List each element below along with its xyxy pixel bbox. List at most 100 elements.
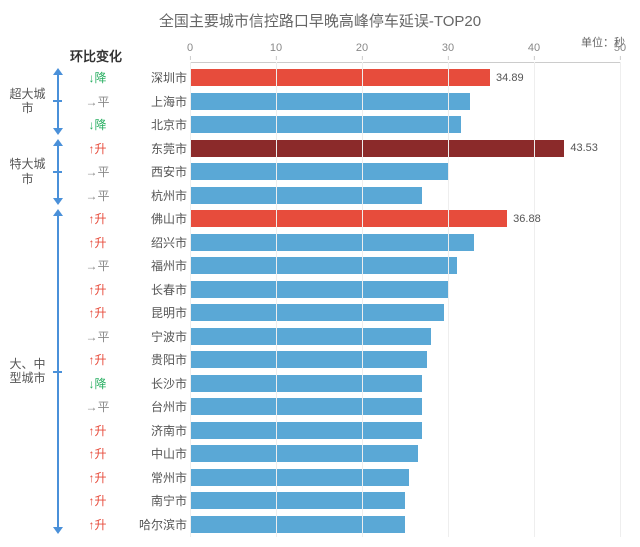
city-label: 佛山市 bbox=[135, 210, 187, 227]
bar bbox=[190, 210, 507, 227]
city-label: 深圳市 bbox=[135, 69, 187, 86]
change-indicator: →平 bbox=[70, 93, 125, 110]
bar bbox=[190, 187, 422, 204]
change-indicator: ↑升 bbox=[70, 140, 125, 157]
gridline bbox=[534, 62, 535, 537]
city-label: 杭州市 bbox=[135, 187, 187, 204]
change-indicator: ↑升 bbox=[70, 422, 125, 439]
table-row: →平福州市 bbox=[0, 254, 620, 278]
bar bbox=[190, 234, 474, 251]
gridline bbox=[448, 62, 449, 537]
table-row: →平西安市 bbox=[0, 160, 620, 184]
bar-area: ↓降深圳市34.89→平上海市↓降北京市↑升东莞市43.53→平西安市→平杭州市… bbox=[0, 66, 620, 537]
change-indicator: →平 bbox=[70, 187, 125, 204]
table-row: →平台州市 bbox=[0, 395, 620, 419]
bar bbox=[190, 304, 444, 321]
bar bbox=[190, 422, 422, 439]
city-label: 中山市 bbox=[135, 445, 187, 462]
change-indicator: ↑升 bbox=[70, 469, 125, 486]
table-row: ↓降长沙市 bbox=[0, 372, 620, 396]
bar bbox=[190, 69, 490, 86]
city-label: 哈尔滨市 bbox=[135, 516, 187, 533]
bar bbox=[190, 445, 418, 462]
change-indicator: ↑升 bbox=[70, 304, 125, 321]
x-tick: 0 bbox=[187, 42, 193, 54]
gridline bbox=[620, 62, 621, 537]
chart-container: 全国主要城市信控路口早晚高峰停车延误-TOP20 单位：秒 环比变化 01020… bbox=[0, 0, 640, 547]
bar bbox=[190, 328, 431, 345]
city-label: 长春市 bbox=[135, 281, 187, 298]
bar-value: 34.89 bbox=[496, 72, 524, 84]
bar bbox=[190, 163, 448, 180]
x-tick: 40 bbox=[528, 42, 540, 54]
bar-value: 43.53 bbox=[570, 142, 598, 154]
bar bbox=[190, 257, 457, 274]
change-indicator: ↑升 bbox=[70, 210, 125, 227]
city-label: 东莞市 bbox=[135, 140, 187, 157]
city-label: 福州市 bbox=[135, 257, 187, 274]
x-axis: 01020304050 bbox=[190, 42, 620, 63]
city-label: 昆明市 bbox=[135, 304, 187, 321]
city-label: 贵阳市 bbox=[135, 351, 187, 368]
change-indicator: ↑升 bbox=[70, 445, 125, 462]
group-bracket bbox=[50, 209, 65, 534]
change-indicator: →平 bbox=[70, 257, 125, 274]
x-tick: 30 bbox=[442, 42, 454, 54]
table-row: ↓降北京市 bbox=[0, 113, 620, 137]
x-tick: 20 bbox=[356, 42, 368, 54]
bar bbox=[190, 516, 405, 533]
group-bracket bbox=[50, 68, 65, 135]
table-row: ↑升佛山市 36.88 bbox=[0, 207, 620, 231]
city-label: 长沙市 bbox=[135, 375, 187, 392]
table-row: ↑升昆明市 bbox=[0, 301, 620, 325]
bar bbox=[190, 351, 427, 368]
bar bbox=[190, 140, 564, 157]
city-label: 济南市 bbox=[135, 422, 187, 439]
group-label: 超大城市 bbox=[5, 87, 50, 116]
city-label: 宁波市 bbox=[135, 328, 187, 345]
bar bbox=[190, 375, 422, 392]
bar bbox=[190, 281, 448, 298]
gridline bbox=[276, 62, 277, 537]
bar bbox=[190, 492, 405, 509]
table-row: ↑升哈尔滨市 bbox=[0, 513, 620, 537]
table-row: →平上海市 bbox=[0, 90, 620, 114]
city-label: 台州市 bbox=[135, 398, 187, 415]
change-indicator: ↓降 bbox=[70, 69, 125, 86]
table-row: ↑升长春市 bbox=[0, 278, 620, 302]
change-indicator: ↑升 bbox=[70, 492, 125, 509]
table-row: ↑升常州市 bbox=[0, 466, 620, 490]
table-row: ↑升南宁市 bbox=[0, 489, 620, 513]
city-label: 常州市 bbox=[135, 469, 187, 486]
change-indicator: →平 bbox=[70, 163, 125, 180]
table-row: ↑升中山市 bbox=[0, 442, 620, 466]
table-row: →平杭州市 bbox=[0, 184, 620, 208]
table-row: →平宁波市 bbox=[0, 325, 620, 349]
table-row: ↓降深圳市 34.89 bbox=[0, 66, 620, 90]
city-label: 西安市 bbox=[135, 163, 187, 180]
change-indicator: ↓降 bbox=[70, 375, 125, 392]
city-label: 绍兴市 bbox=[135, 234, 187, 251]
x-tick: 10 bbox=[270, 42, 282, 54]
gridline bbox=[190, 62, 191, 537]
bar bbox=[190, 116, 461, 133]
city-label: 上海市 bbox=[135, 93, 187, 110]
bar bbox=[190, 398, 422, 415]
group-bracket bbox=[50, 139, 65, 206]
group-label: 大、中型城市 bbox=[5, 357, 50, 386]
table-row: ↑升贵阳市 bbox=[0, 348, 620, 372]
group-label: 特大城市 bbox=[5, 157, 50, 186]
change-indicator: ↑升 bbox=[70, 351, 125, 368]
change-indicator: ↑升 bbox=[70, 516, 125, 533]
table-row: ↑升绍兴市 bbox=[0, 231, 620, 255]
change-indicator: →平 bbox=[70, 398, 125, 415]
x-tick: 50 bbox=[614, 42, 626, 54]
change-indicator: →平 bbox=[70, 328, 125, 345]
change-indicator: ↑升 bbox=[70, 281, 125, 298]
change-header: 环比变化 bbox=[70, 46, 122, 65]
bar-value: 36.88 bbox=[513, 213, 541, 225]
table-row: ↑升东莞市 43.53 bbox=[0, 137, 620, 161]
gridline bbox=[362, 62, 363, 537]
change-indicator: ↓降 bbox=[70, 116, 125, 133]
bar bbox=[190, 469, 409, 486]
